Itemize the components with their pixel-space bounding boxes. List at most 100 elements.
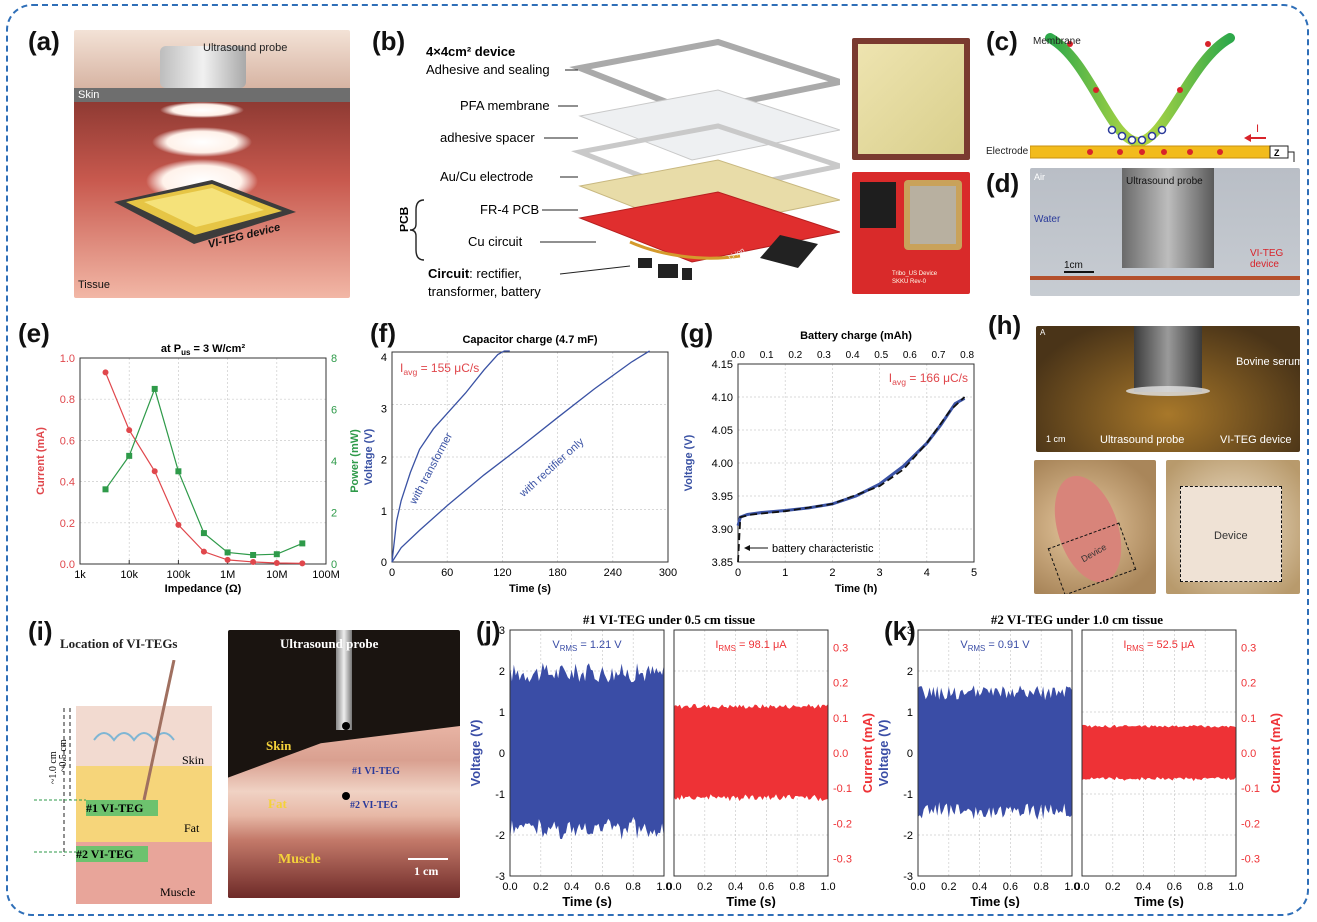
annotation-iavg: Iavg = 155 μC/s — [400, 361, 479, 377]
x-tick-label: 1.0 — [656, 881, 671, 893]
panel-h-photo-left: Device — [1034, 460, 1156, 594]
x-tick-label: 0.6 — [595, 881, 610, 893]
power-point — [126, 452, 133, 459]
chart-j: #1 VI-TEG under 0.5 cm tissue -3 -2 -1 0 1 2 3 0… — [468, 612, 875, 908]
x-tick-label: 100k — [166, 569, 190, 581]
x2-tick-label: 0.3 — [817, 350, 831, 361]
h-device-label: VI-TEG device — [1220, 434, 1292, 446]
i-d05-label: ~0.5 cm — [58, 739, 69, 772]
panel-c-svg: Z I — [1030, 33, 1295, 162]
panel-h-photo-right: Device — [1166, 460, 1300, 594]
x-axis-label: Time (s) — [562, 894, 612, 908]
d-air-label: Air — [1034, 172, 1045, 182]
panel-label-k: (k) — [884, 616, 916, 646]
i-skin-label: Skin — [182, 753, 204, 767]
chart-title: Battery charge (mAh) — [800, 330, 912, 342]
x2-tick-label: 0.2 — [788, 350, 802, 361]
chart-f: Capacitor charge (4.7 mF)0 60 120 180 240 300… — [364, 334, 677, 595]
x-tick-label: 5 — [971, 567, 977, 579]
panel-label-a: (a) — [28, 26, 60, 56]
b-layer-4: FR-4 PCB — [480, 202, 539, 217]
current-point — [250, 558, 257, 565]
voltage-rms-label: VRMS = 1.21 V — [552, 639, 622, 653]
y2-tick-label: 0.1 — [833, 713, 848, 725]
y-tick-label: 3.95 — [712, 491, 733, 503]
y-axis-label: Voltage (V) — [876, 720, 891, 787]
y-tick-label: -2 — [903, 830, 913, 842]
y-tick-label: 0 — [499, 748, 505, 760]
plot-frame — [391, 351, 669, 563]
i-photo-scale-label: 1 cm — [414, 864, 439, 878]
panel-label-j: (j) — [476, 616, 501, 646]
series-line — [736, 397, 966, 527]
d-scale-label: 1cm — [1064, 260, 1083, 271]
i-fat-label: Fat — [184, 821, 200, 835]
y-tick-label: 4.10 — [712, 392, 733, 404]
chart-g: Battery charge (mAh) 0.0 0.1 0.2 0.3 0.4 0.5 0.… — [683, 330, 977, 595]
y-tick-label: 1.0 — [60, 353, 75, 365]
y-tick-label: 4.00 — [712, 458, 733, 470]
y-tick-label: 0.2 — [60, 518, 75, 530]
x-tick-label: 300 — [659, 567, 677, 579]
y-tick-label: 0.6 — [60, 435, 75, 447]
series-line — [391, 350, 510, 563]
y2-tick-label: -0.1 — [1241, 783, 1260, 795]
x2-tick-label: 0.6 — [903, 350, 917, 361]
y-tick-label: 3 — [907, 625, 913, 637]
h-scale-label: 1 cm — [1046, 434, 1066, 444]
i-teg2-label: #2 VI-TEG — [76, 847, 133, 861]
y-tick-label: -2 — [495, 830, 505, 842]
x-tick-label: 120 — [493, 567, 511, 579]
note-label: battery characteristic — [772, 543, 874, 555]
i-photo-muscle-label: Muscle — [278, 852, 321, 867]
x-tick-label: 2 — [829, 567, 835, 579]
plot-frame — [917, 629, 1073, 877]
current-point — [299, 560, 306, 567]
i-photo-fat-label: Fat — [268, 796, 287, 811]
d-probe-label: Ultrasound probe — [1126, 176, 1203, 187]
y-tick-label: 1 — [907, 707, 913, 719]
h-serum-label: Bovine serum — [1236, 356, 1300, 368]
x-tick-label: 0 — [735, 567, 741, 579]
x-tick-label: 0.2 — [1105, 881, 1120, 893]
y-axis-label: Voltage (V) — [364, 428, 375, 485]
a-skin-label: Skin — [78, 89, 99, 101]
panel-label-e: (e) — [18, 318, 50, 348]
chart-title: Capacitor charge (4.7 mF) — [462, 334, 597, 346]
y2-tick-label: -0.3 — [1241, 853, 1260, 865]
y2-tick-label: 0.3 — [833, 643, 848, 655]
x-tick-label: 0.0 — [666, 881, 681, 893]
x2-tick-label: 0.1 — [760, 350, 774, 361]
x-tick-label: 0.4 — [564, 881, 579, 893]
current-signal — [1082, 724, 1236, 782]
y-tick-label: 2 — [907, 666, 913, 678]
current-rms-label: IRMS = 98.1 μA — [715, 639, 787, 653]
series-line-power — [105, 387, 303, 556]
b-layer-2: adhesive spacer — [440, 130, 535, 145]
panel-a-illustration: Ultrasound probe Skin VI-TEG device Tiss… — [74, 30, 350, 298]
y2-tick-label: 8 — [331, 353, 337, 365]
b-photo-pcb: Tribo_US Device SKKU Rev-0 — [852, 172, 970, 294]
y-tick-label: -1 — [903, 789, 913, 801]
chart-title: #2 VI-TEG under 1.0 cm tissue — [991, 612, 1163, 627]
i-d10-label: ~1.0 cm — [48, 751, 59, 784]
y-tick-label: -3 — [903, 871, 913, 883]
x-tick-label: 0 — [389, 567, 395, 579]
x-axis-label: Time (s) — [726, 894, 776, 908]
current-point — [151, 468, 158, 475]
x-tick-label: 0.6 — [1003, 881, 1018, 893]
b-layer-1: PFA membrane — [460, 98, 550, 113]
y-tick-label: 0 — [907, 748, 913, 760]
plot-frame — [509, 629, 665, 877]
x-tick-label: 0.2 — [941, 881, 956, 893]
x-tick-label: 0.0 — [502, 881, 517, 893]
i-photo-probe-label: Ultrasound probe — [280, 636, 379, 651]
current-point — [200, 548, 207, 555]
y2-tick-label: 2 — [331, 508, 337, 520]
x-tick-label: 180 — [548, 567, 566, 579]
x-tick-label: 0.8 — [790, 881, 805, 893]
y-axis-label: Voltage (V) — [468, 720, 483, 787]
svg-text:Circuit: rectifier,: Circuit: rectifier, — [428, 266, 522, 281]
b-pcb-label: PCB — [400, 206, 411, 232]
y-tick-label: 3 — [499, 625, 505, 637]
